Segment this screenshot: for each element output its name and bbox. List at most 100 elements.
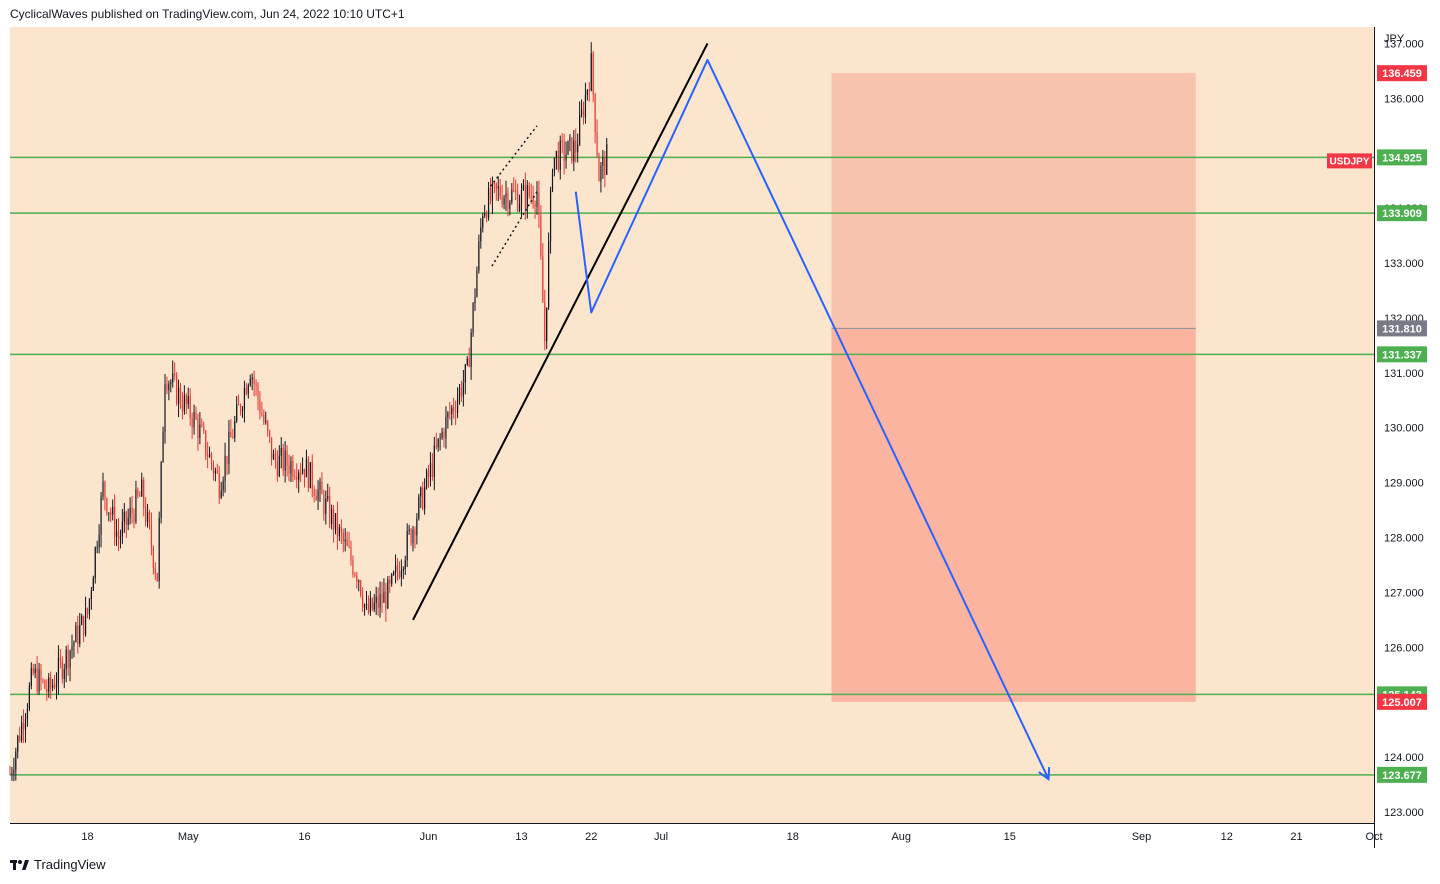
candle-body: [17, 735, 19, 752]
time-axis[interactable]: 18 May 16 Jun 13 22 Jul 18 Aug 15 Sep 12 21 Oct: [81, 831, 1382, 843]
candle-body: [445, 416, 447, 439]
candle-body: [90, 590, 92, 599]
candle-body: [391, 574, 393, 584]
brand-name: TradingView: [34, 857, 106, 872]
candle-body: [100, 496, 102, 535]
candle-body: [505, 193, 507, 198]
candle-body: [381, 593, 383, 603]
candle-body: [53, 685, 56, 688]
candle-body: [241, 409, 244, 412]
candle-body: [551, 171, 554, 191]
candle-body: [292, 461, 294, 477]
time-tick-label: 12: [1221, 831, 1233, 843]
candle-body: [561, 140, 563, 142]
candle-body: [146, 512, 149, 523]
candle-body: [267, 421, 269, 431]
candle-body: [69, 650, 71, 668]
candle-body: [369, 598, 371, 613]
candle-body: [338, 526, 340, 537]
candle-body: [480, 227, 482, 242]
candle-body: [476, 270, 478, 297]
price-tick-label: 124.000: [1384, 752, 1424, 764]
candle-body: [515, 191, 517, 193]
candle-body: [449, 412, 451, 414]
candle-body: [460, 387, 463, 397]
projection-path: [574, 58, 1050, 780]
candle-body: [127, 517, 129, 525]
candle-body: [34, 668, 36, 674]
candle-body: [278, 455, 280, 476]
candle-body: [106, 498, 108, 514]
candle-body: [197, 418, 199, 439]
candle-body: [94, 547, 96, 579]
candle-body: [203, 426, 205, 431]
candle-body: [455, 411, 457, 413]
candle-body: [375, 596, 377, 603]
candle-body: [164, 384, 166, 432]
candle-body: [210, 454, 213, 464]
price-tick-label: 136.000: [1384, 93, 1424, 105]
tradingview-brand[interactable]: TradingView: [10, 857, 106, 872]
candle-body: [115, 531, 118, 537]
candle-body: [284, 450, 286, 471]
candle-body: [276, 461, 278, 476]
tradingview-logo-icon: [10, 859, 29, 870]
time-tick-label: Aug: [891, 831, 911, 843]
candle-body: [172, 373, 174, 383]
candle-body: [183, 394, 185, 411]
candle-body: [406, 530, 408, 560]
candle-body: [71, 646, 73, 651]
candle-body: [19, 735, 21, 741]
candle-body: [222, 480, 224, 491]
symbol-tag: USDJPY: [1327, 153, 1372, 169]
candle-body: [208, 454, 211, 458]
candle-body: [507, 193, 509, 209]
candle-body: [435, 445, 437, 448]
candle-body: [315, 495, 317, 501]
candle-body: [36, 668, 38, 692]
candle-body: [526, 185, 528, 208]
candle-body: [555, 150, 557, 158]
candle-body: [185, 394, 187, 405]
candle-body: [340, 526, 342, 533]
candle-body: [443, 431, 445, 439]
candle-body: [573, 140, 575, 162]
time-tick-label: Oct: [1365, 831, 1382, 843]
candle-body: [32, 668, 34, 674]
candle-body: [135, 489, 137, 522]
candle-body: [532, 195, 534, 204]
candle-body: [354, 574, 356, 576]
candle-body: [48, 677, 50, 692]
level-price-tag-bg: [1377, 766, 1427, 783]
candle-body: [548, 241, 550, 308]
candle-body: [86, 608, 89, 615]
time-tick-label: 22: [585, 831, 597, 843]
candle-body: [584, 94, 587, 118]
candle-body: [176, 374, 178, 404]
candle-body: [255, 384, 257, 386]
candle-body: [400, 570, 402, 578]
candle-body: [59, 657, 61, 661]
candle-body: [441, 431, 443, 438]
currency-label: JPY: [1384, 33, 1405, 45]
candle-body: [559, 140, 561, 170]
candle-body: [517, 191, 519, 211]
projection-arrowhead: [1038, 767, 1051, 781]
candle-body: [311, 462, 313, 490]
candle-body: [495, 183, 497, 189]
level-price-tag-label: 133.909: [1382, 208, 1422, 220]
candle-body: [590, 53, 592, 91]
candle-body: [501, 196, 503, 205]
candle-body: [145, 507, 147, 523]
candle-body: [524, 185, 526, 208]
drawings: [412, 43, 1051, 781]
candle-body: [269, 430, 271, 438]
candle-body: [230, 431, 232, 438]
candle-body: [110, 512, 112, 515]
candle-body: [253, 377, 255, 385]
target-zone: [831, 328, 1196, 702]
candle-body: [530, 195, 532, 197]
candle-body: [447, 412, 449, 417]
candle-body: [360, 580, 362, 596]
